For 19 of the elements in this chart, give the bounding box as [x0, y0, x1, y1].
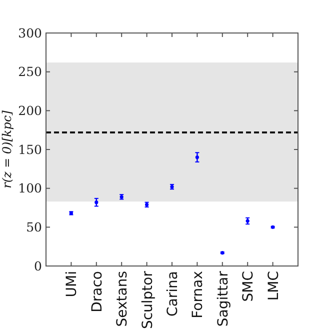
x-tick-label: Fornax — [190, 271, 206, 318]
x-tick-label: Carina — [165, 271, 181, 316]
x-tick-label: Sagittar — [215, 270, 232, 327]
y-tick-label: 300 — [18, 25, 42, 40]
x-tick-label: UMi — [64, 271, 80, 298]
y-tick-label: 100 — [18, 180, 42, 196]
y-tick-label: 150 — [18, 142, 42, 157]
point — [94, 200, 98, 204]
y-axis-title: r(z = 0)[kpc] — [0, 110, 14, 188]
x-tick-label: SMC — [240, 270, 257, 302]
y-tick-label: 200 — [18, 103, 42, 118]
x-tick-label: LMC — [266, 270, 282, 301]
x-tick-label: Sculptor — [140, 270, 156, 330]
y-tick-label: 50 — [26, 220, 42, 235]
y-tick-label: 250 — [18, 64, 42, 80]
y-tick-label: 0 — [34, 258, 42, 274]
x-tick-label: Draco — [89, 271, 106, 312]
x-tick-label: Sextans — [114, 271, 131, 327]
point — [195, 155, 199, 160]
